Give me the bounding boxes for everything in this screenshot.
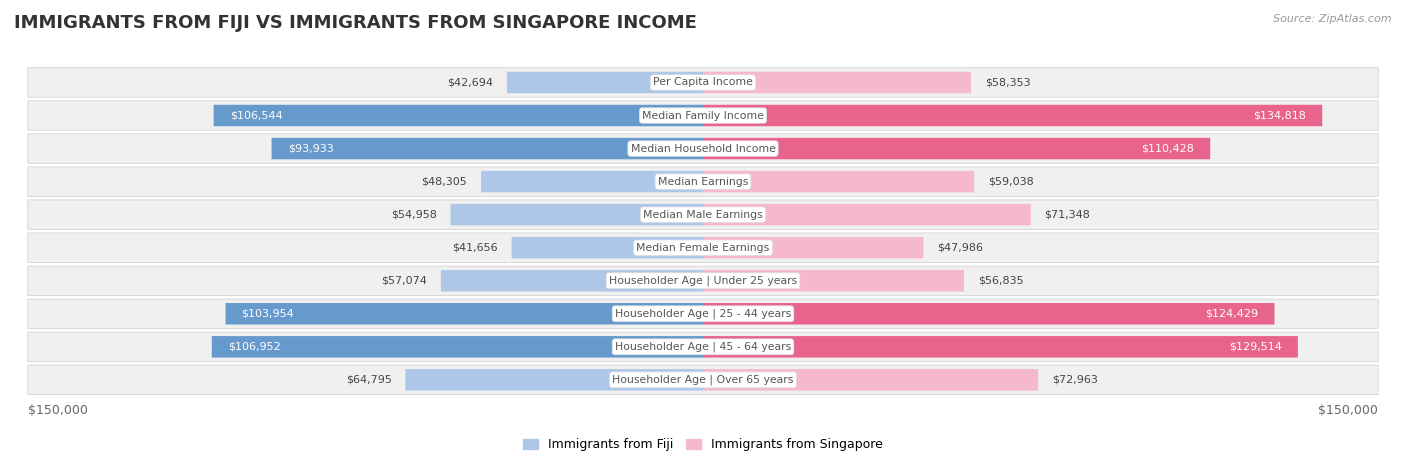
Text: $93,933: $93,933	[288, 143, 333, 154]
Text: $48,305: $48,305	[422, 177, 467, 187]
FancyBboxPatch shape	[271, 138, 703, 159]
Text: Median Family Income: Median Family Income	[643, 111, 763, 120]
Text: $129,514: $129,514	[1229, 342, 1282, 352]
FancyBboxPatch shape	[28, 101, 1378, 130]
Text: Per Capita Income: Per Capita Income	[652, 78, 754, 87]
Text: $150,000: $150,000	[1319, 403, 1378, 417]
FancyBboxPatch shape	[28, 365, 1378, 395]
FancyBboxPatch shape	[703, 303, 1274, 325]
FancyBboxPatch shape	[703, 369, 1038, 390]
FancyBboxPatch shape	[450, 204, 703, 226]
FancyBboxPatch shape	[28, 200, 1378, 229]
Text: $71,348: $71,348	[1045, 210, 1090, 219]
Text: Median Male Earnings: Median Male Earnings	[643, 210, 763, 219]
FancyBboxPatch shape	[28, 266, 1378, 296]
FancyBboxPatch shape	[28, 134, 1378, 163]
Text: Householder Age | Under 25 years: Householder Age | Under 25 years	[609, 276, 797, 286]
FancyBboxPatch shape	[28, 299, 1378, 328]
Text: $134,818: $134,818	[1253, 111, 1306, 120]
Text: Median Earnings: Median Earnings	[658, 177, 748, 187]
Text: $56,835: $56,835	[977, 276, 1024, 286]
Text: $124,429: $124,429	[1205, 309, 1258, 319]
Text: $106,952: $106,952	[228, 342, 281, 352]
FancyBboxPatch shape	[703, 270, 965, 291]
FancyBboxPatch shape	[703, 72, 972, 93]
Text: $103,954: $103,954	[242, 309, 294, 319]
Legend: Immigrants from Fiji, Immigrants from Singapore: Immigrants from Fiji, Immigrants from Si…	[519, 433, 887, 456]
FancyBboxPatch shape	[28, 68, 1378, 97]
FancyBboxPatch shape	[212, 336, 703, 358]
FancyBboxPatch shape	[481, 171, 703, 192]
Text: Householder Age | Over 65 years: Householder Age | Over 65 years	[612, 375, 794, 385]
Text: $58,353: $58,353	[984, 78, 1031, 87]
Text: $106,544: $106,544	[229, 111, 283, 120]
FancyBboxPatch shape	[703, 204, 1031, 226]
Text: Householder Age | 45 - 64 years: Householder Age | 45 - 64 years	[614, 341, 792, 352]
FancyBboxPatch shape	[441, 270, 703, 291]
FancyBboxPatch shape	[703, 171, 974, 192]
Text: Median Household Income: Median Household Income	[630, 143, 776, 154]
FancyBboxPatch shape	[512, 237, 703, 258]
Text: $110,428: $110,428	[1142, 143, 1194, 154]
FancyBboxPatch shape	[508, 72, 703, 93]
FancyBboxPatch shape	[703, 138, 1211, 159]
Text: Householder Age | 25 - 44 years: Householder Age | 25 - 44 years	[614, 309, 792, 319]
Text: $57,074: $57,074	[381, 276, 427, 286]
FancyBboxPatch shape	[405, 369, 703, 390]
Text: $64,795: $64,795	[346, 375, 392, 385]
Text: $47,986: $47,986	[938, 243, 983, 253]
Text: $59,038: $59,038	[988, 177, 1033, 187]
Text: $41,656: $41,656	[453, 243, 498, 253]
FancyBboxPatch shape	[214, 105, 703, 126]
Text: $72,963: $72,963	[1052, 375, 1098, 385]
Text: Median Female Earnings: Median Female Earnings	[637, 243, 769, 253]
FancyBboxPatch shape	[28, 167, 1378, 196]
FancyBboxPatch shape	[703, 105, 1322, 126]
FancyBboxPatch shape	[225, 303, 703, 325]
Text: $150,000: $150,000	[28, 403, 87, 417]
Text: IMMIGRANTS FROM FIJI VS IMMIGRANTS FROM SINGAPORE INCOME: IMMIGRANTS FROM FIJI VS IMMIGRANTS FROM …	[14, 14, 697, 32]
FancyBboxPatch shape	[28, 233, 1378, 262]
Text: Source: ZipAtlas.com: Source: ZipAtlas.com	[1274, 14, 1392, 24]
Text: $42,694: $42,694	[447, 78, 494, 87]
Text: $54,958: $54,958	[391, 210, 437, 219]
FancyBboxPatch shape	[703, 336, 1298, 358]
FancyBboxPatch shape	[703, 237, 924, 258]
FancyBboxPatch shape	[28, 332, 1378, 361]
